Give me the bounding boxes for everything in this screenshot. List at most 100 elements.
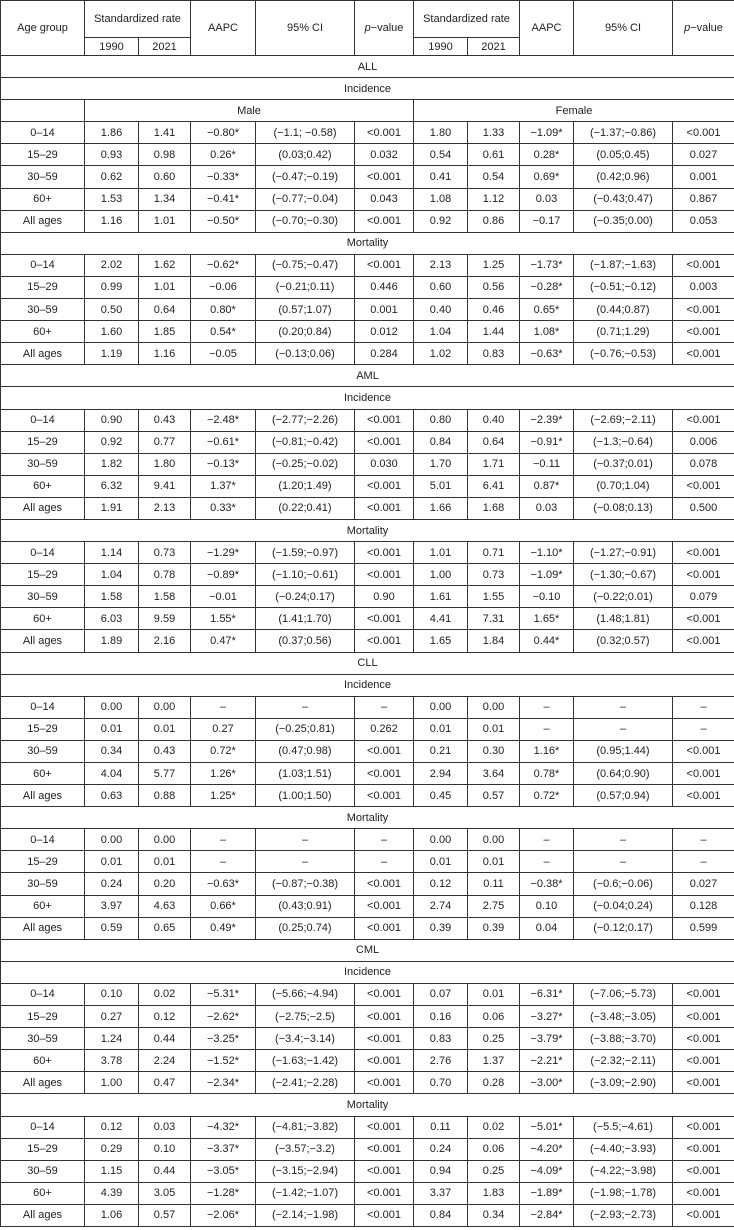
male-p-value: <0.001 (354, 1203, 414, 1227)
age-group: 15–29 (0, 1005, 85, 1029)
male-2021: 1.01 (138, 209, 191, 233)
male-ci: (−0.13;0.06) (255, 342, 355, 366)
female-aapc: −1.89* (519, 1181, 574, 1205)
section-title: CML (0, 938, 734, 962)
age-group: 30–59 (0, 585, 85, 609)
male-p-value: <0.001 (354, 408, 414, 432)
male-1990: 0.90 (84, 408, 139, 432)
female-ci: (−2.93;−2.73) (573, 1203, 673, 1227)
age-group: All ages (0, 629, 85, 653)
female-aapc: −0.63* (519, 342, 574, 366)
table-row: All ages 1.19 1.16 −0.05 (−0.13;0.06) 0.284 1.… (0, 342, 734, 366)
male-1990: 0.01 (84, 850, 139, 874)
male-aapc: 0.27 (190, 717, 256, 741)
measure-title: Mortality (0, 1093, 734, 1117)
female-ci: (−0.04;0.24) (573, 894, 673, 918)
male-2021: 0.73 (138, 541, 191, 565)
male-ci: (−0.81;−0.42) (255, 430, 355, 454)
female-2021: 1.12 (467, 187, 520, 211)
female-aapc: – (519, 850, 574, 874)
measure-title: Incidence (0, 77, 734, 101)
female-1990: 0.11 (413, 1115, 468, 1139)
female-p-value: 0.006 (672, 430, 734, 454)
section-title: CLL (0, 651, 734, 675)
female-1990: 0.01 (413, 717, 468, 741)
male-ci: – (255, 850, 355, 874)
measure-title: Incidence (0, 960, 734, 984)
measure-header-row: Incidence (0, 386, 734, 410)
section-title: AML (0, 364, 734, 388)
female-p-value: <0.001 (672, 320, 734, 344)
female-2021: 0.01 (467, 850, 520, 874)
table-row: 15–29 0.92 0.77 −0.61* (−0.81;−0.42) <0.001 0.… (0, 430, 734, 454)
female-p-value: 0.001 (672, 165, 734, 189)
male-p-value: <0.001 (354, 563, 414, 587)
male-1990: 0.27 (84, 1005, 139, 1029)
male-p-value: <0.001 (354, 165, 414, 189)
male-p-value: 0.446 (354, 275, 414, 300)
female-aapc: 1.16* (519, 739, 574, 764)
female-ci: (0.05;0.45) (573, 143, 673, 167)
female-aapc: 0.28* (519, 143, 574, 167)
section-header-row: CLL (0, 651, 734, 675)
male-p-value: <0.001 (354, 209, 414, 233)
male-p-value: <0.001 (354, 253, 414, 277)
male-2021: 0.47 (138, 1071, 191, 1095)
female-ci: – (573, 828, 673, 852)
female-1990: 0.54 (413, 143, 468, 167)
female-ci: (−1.37;−0.86) (573, 121, 673, 145)
male-aapc: −1.29* (190, 541, 256, 565)
measure-title: Incidence (0, 386, 734, 410)
male-2021: 0.12 (138, 1005, 191, 1029)
female-1990: 1.66 (413, 496, 468, 520)
female-p-value: <0.001 (672, 784, 734, 808)
female-aapc: 1.65* (519, 607, 574, 631)
age-group: 0–14 (0, 121, 85, 145)
male-p-value: <0.001 (354, 1137, 414, 1161)
male-aapc: 1.25* (190, 784, 256, 808)
male-2021: 0.00 (138, 828, 191, 852)
female-p-value: – (672, 717, 734, 741)
female-p-value: – (672, 695, 734, 719)
table-row: 60+ 6.03 9.59 1.55* (1.41;1.70) <0.001 4.41 7.3… (0, 607, 734, 631)
header-p-value-male: p−value (354, 0, 414, 56)
female-aapc: −6.31* (519, 982, 574, 1007)
male-ci: (−1.1; −0.58) (255, 121, 355, 145)
female-1990: 3.37 (413, 1181, 468, 1205)
male-1990: 0.10 (84, 982, 139, 1007)
male-1990: 3.97 (84, 894, 139, 918)
female-1990: 0.60 (413, 275, 468, 300)
male-p-value: <0.001 (354, 541, 414, 565)
male-aapc: −0.50* (190, 209, 256, 233)
female-1990: 0.07 (413, 982, 468, 1007)
male-aapc: 0.72* (190, 739, 256, 764)
female-2021: 0.28 (467, 1071, 520, 1095)
age-group: 0–14 (0, 1115, 85, 1139)
male-aapc: 1.26* (190, 761, 256, 786)
male-ci: (−0.87;−0.38) (255, 872, 355, 896)
female-ci: (0.44;0.87) (573, 298, 673, 322)
female-ci: (−0.43;0.47) (573, 187, 673, 211)
female-1990: 0.80 (413, 408, 468, 432)
measure-header-row: Mortality (0, 806, 734, 830)
female-1990: 0.01 (413, 850, 468, 874)
male-ci: (0.57;1.07) (255, 298, 355, 322)
male-2021: 1.62 (138, 253, 191, 277)
male-2021: 2.24 (138, 1049, 191, 1073)
female-2021: 0.34 (467, 1203, 520, 1227)
female-2021: 0.83 (467, 342, 520, 366)
male-2021: 9.41 (138, 474, 191, 498)
section-header-row: AML (0, 364, 734, 388)
male-1990: 1.60 (84, 320, 139, 344)
age-group: 15–29 (0, 275, 85, 300)
table-row: All ages 1.06 0.57 −2.06* (−2.14;−1.98) <0.00… (0, 1203, 734, 1227)
table-row: 15–29 0.29 0.10 −3.37* (−3.57;−3.2) <0.001 0.2… (0, 1137, 734, 1161)
age-group: 15–29 (0, 1137, 85, 1161)
female-2021: 0.46 (467, 298, 520, 322)
male-1990: 0.50 (84, 298, 139, 322)
table-row: All ages 1.91 2.13 0.33* (0.22;0.41) <0.001 1.… (0, 496, 734, 520)
male-p-value: 0.001 (354, 298, 414, 322)
female-ci: (−1.30;−0.67) (573, 563, 673, 587)
table-row: 15–29 0.27 0.12 −2.62* (−2.75;−2.5) <0.001 0.1… (0, 1005, 734, 1029)
male-ci: (−0.70;−0.30) (255, 209, 355, 233)
